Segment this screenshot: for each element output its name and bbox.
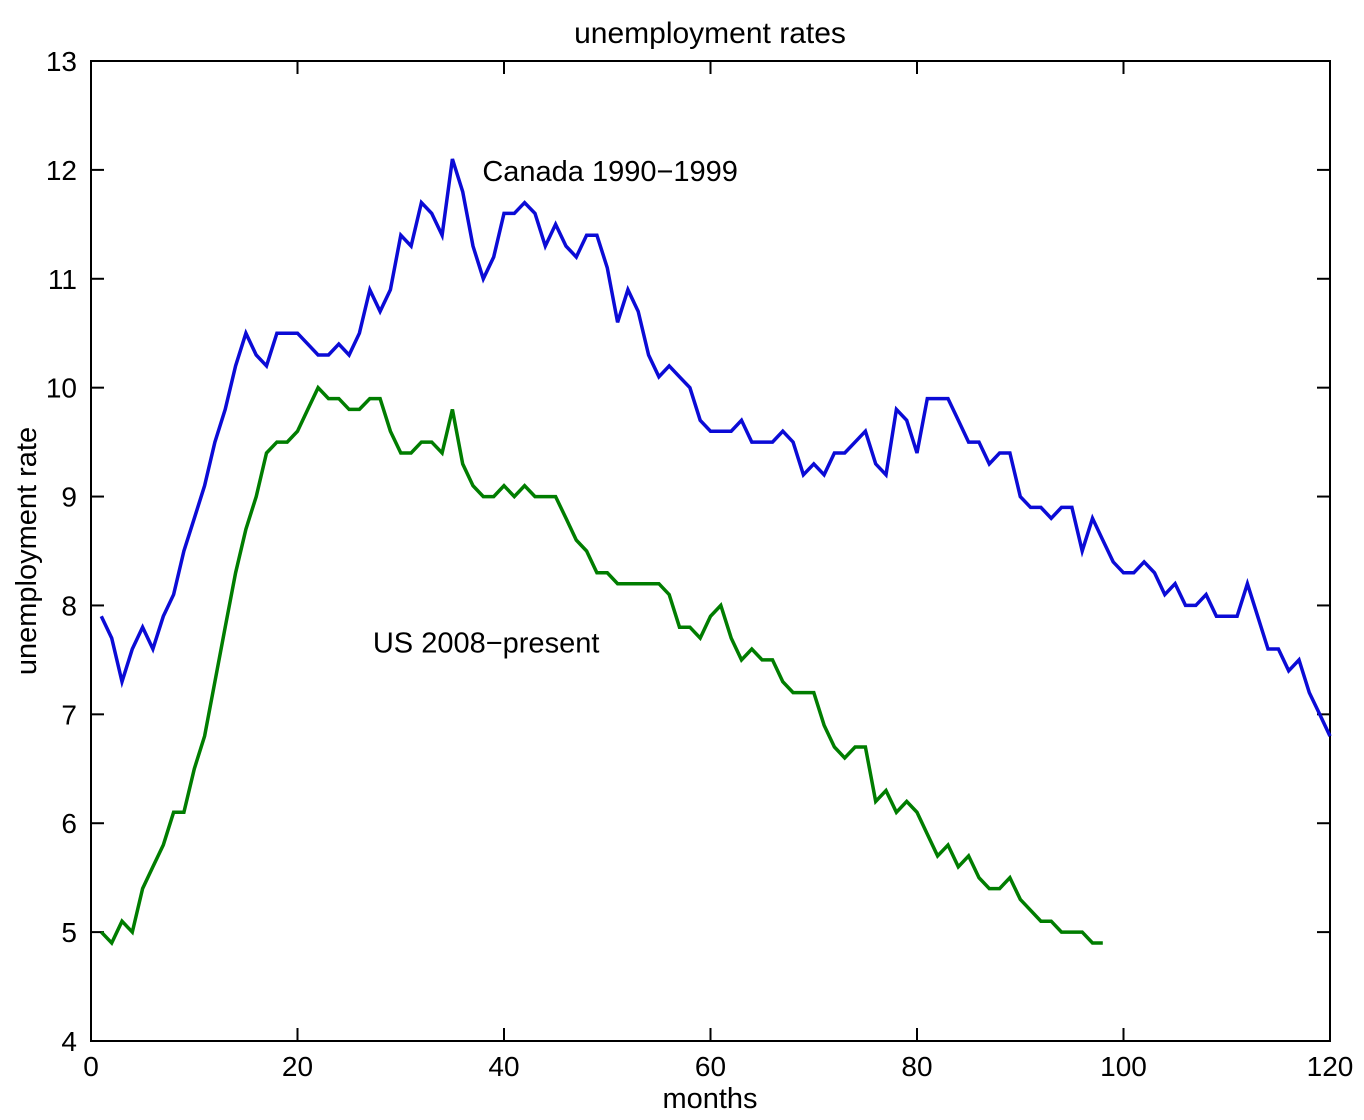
x-tick-label: 120 xyxy=(1307,1051,1354,1082)
y-tick-label: 6 xyxy=(61,808,77,839)
canada-series-line xyxy=(99,158,1332,737)
x-tick-label: 60 xyxy=(695,1051,726,1082)
y-tick-label: 7 xyxy=(61,699,77,730)
y-tick-label: 8 xyxy=(61,590,77,621)
series-label-canada: Canada 1990−1999 xyxy=(482,156,738,188)
x-axis-label: months xyxy=(662,1083,757,1115)
y-tick-label: 10 xyxy=(46,373,77,404)
plot-area: 0 20 40 60 80 100 120 4 5 6 7 8 9 10 11 12 13 xyxy=(46,46,1354,1082)
y-tick-label: 12 xyxy=(46,155,77,186)
x-tick-label: 40 xyxy=(488,1051,519,1082)
x-tick-label: 100 xyxy=(1100,1051,1147,1082)
y-tick-label: 11 xyxy=(48,264,77,295)
y-tick-label: 4 xyxy=(61,1026,77,1057)
series-label-us: US 2008−present xyxy=(373,627,600,659)
chart-title: unemployment rates xyxy=(574,17,846,50)
y-tick-label: 5 xyxy=(61,917,77,948)
y-axis-label: unemployment rate xyxy=(11,427,43,675)
x-tick-label: 80 xyxy=(901,1051,932,1082)
y-tick-label: 9 xyxy=(61,482,77,513)
y-tick-label: 13 xyxy=(46,46,77,77)
plot-box xyxy=(90,60,1331,1042)
us-series-line xyxy=(100,384,1103,947)
x-tick-label: 20 xyxy=(282,1051,313,1082)
x-tick-label: 0 xyxy=(83,1051,99,1082)
